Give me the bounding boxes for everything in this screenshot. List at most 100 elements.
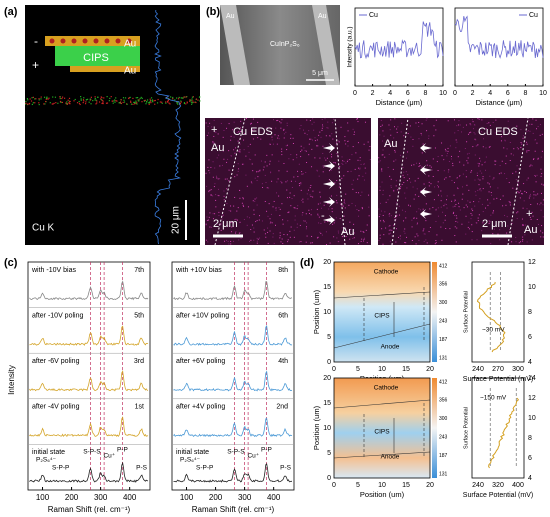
noise-dot bbox=[447, 150, 449, 152]
noise-dot bbox=[486, 221, 488, 223]
noise-dot bbox=[452, 162, 454, 164]
noise-dot bbox=[257, 171, 259, 173]
noise-dot bbox=[68, 102, 70, 105]
noise-dot bbox=[338, 141, 340, 143]
noise-dot bbox=[509, 204, 511, 206]
noise-dot bbox=[360, 240, 362, 242]
noise-dot bbox=[481, 119, 483, 121]
noise-dot bbox=[214, 131, 216, 133]
noise-dot bbox=[86, 98, 89, 100]
noise-dot bbox=[492, 210, 494, 212]
noise-dot bbox=[401, 122, 403, 124]
noise-dot bbox=[300, 145, 302, 147]
noise-dot bbox=[418, 166, 420, 168]
noise-dot bbox=[228, 243, 230, 245]
y-tick-label: 12 bbox=[528, 395, 536, 402]
noise-dot bbox=[458, 202, 460, 204]
noise-dot bbox=[254, 200, 256, 202]
noise-dot bbox=[250, 159, 252, 161]
noise-dot bbox=[413, 217, 415, 219]
noise-dot bbox=[335, 200, 337, 202]
noise-dot bbox=[257, 137, 259, 139]
noise-dot bbox=[517, 184, 519, 186]
noise-dot bbox=[266, 210, 268, 212]
noise-dot bbox=[393, 190, 395, 192]
noise-dot bbox=[230, 221, 232, 223]
noise-dot bbox=[385, 145, 387, 147]
noise-dot bbox=[409, 205, 411, 207]
noise-dot bbox=[357, 142, 359, 144]
noise-dot bbox=[515, 241, 517, 243]
order-label: 7th bbox=[134, 267, 144, 274]
noise-dot bbox=[321, 234, 323, 236]
noise-dot bbox=[260, 160, 262, 162]
noise-dot bbox=[459, 124, 461, 126]
noise-dot bbox=[356, 208, 358, 210]
noise-dot bbox=[411, 219, 413, 221]
noise-dot bbox=[340, 203, 342, 205]
noise-dot bbox=[454, 119, 456, 121]
noise-dot bbox=[242, 197, 244, 199]
noise-dot bbox=[68, 100, 71, 102]
noise-dot bbox=[488, 222, 490, 224]
noise-dot bbox=[454, 235, 456, 237]
noise-dot bbox=[396, 214, 398, 216]
noise-dot bbox=[499, 165, 501, 167]
profile-trace bbox=[454, 15, 544, 59]
noise-dot bbox=[396, 215, 398, 217]
noise-dot bbox=[535, 139, 537, 141]
noise-dot bbox=[536, 203, 538, 205]
noise-dot bbox=[486, 122, 488, 124]
panel-label: (c) bbox=[4, 257, 18, 269]
noise-dot bbox=[278, 138, 280, 140]
x-tick-label: 100 bbox=[36, 493, 50, 502]
noise-dot bbox=[265, 182, 267, 184]
noise-dot bbox=[473, 201, 475, 203]
noise-dot bbox=[195, 101, 197, 104]
noise-dot bbox=[471, 170, 473, 172]
noise-dot bbox=[359, 160, 361, 162]
noise-dot bbox=[416, 162, 418, 164]
noise-dot bbox=[381, 181, 383, 183]
noise-dot bbox=[260, 138, 262, 140]
noise-dot bbox=[62, 96, 64, 98]
noise-dot bbox=[159, 101, 161, 103]
noise-dot bbox=[40, 98, 42, 100]
noise-dot bbox=[205, 172, 207, 174]
noise-dot bbox=[479, 179, 481, 181]
noise-dot bbox=[28, 103, 30, 105]
noise-dot bbox=[270, 171, 272, 173]
noise-dot bbox=[388, 215, 390, 217]
noise-dot bbox=[507, 225, 509, 227]
noise-dot bbox=[234, 152, 236, 154]
noise-dot bbox=[532, 158, 534, 160]
noise-dot bbox=[293, 236, 295, 238]
noise-dot bbox=[447, 147, 449, 149]
particle bbox=[82, 38, 88, 44]
noise-dot bbox=[351, 154, 353, 156]
noise-dot bbox=[388, 225, 390, 227]
noise-dot bbox=[443, 158, 445, 160]
noise-dot bbox=[488, 219, 490, 221]
noise-dot bbox=[445, 150, 447, 152]
noise-dot bbox=[541, 192, 543, 194]
noise-dot bbox=[74, 98, 76, 101]
noise-dot bbox=[212, 161, 214, 163]
noise-dot bbox=[143, 100, 146, 102]
noise-dot bbox=[55, 102, 57, 104]
noise-dot bbox=[411, 239, 413, 241]
noise-dot bbox=[209, 189, 211, 191]
noise-dot bbox=[247, 206, 249, 208]
noise-dot bbox=[150, 102, 152, 104]
noise-dot bbox=[475, 222, 477, 224]
noise-dot bbox=[390, 185, 392, 187]
noise-dot bbox=[306, 235, 308, 237]
noise-dot bbox=[522, 239, 524, 241]
x-tick-label: 20 bbox=[426, 482, 434, 489]
x-tick-label: 400 bbox=[512, 482, 524, 489]
noise-dot bbox=[272, 206, 274, 208]
noise-dot bbox=[357, 159, 359, 161]
noise-dot bbox=[482, 146, 484, 148]
noise-dot bbox=[435, 209, 437, 211]
annotation: ~150 mV bbox=[480, 395, 507, 402]
